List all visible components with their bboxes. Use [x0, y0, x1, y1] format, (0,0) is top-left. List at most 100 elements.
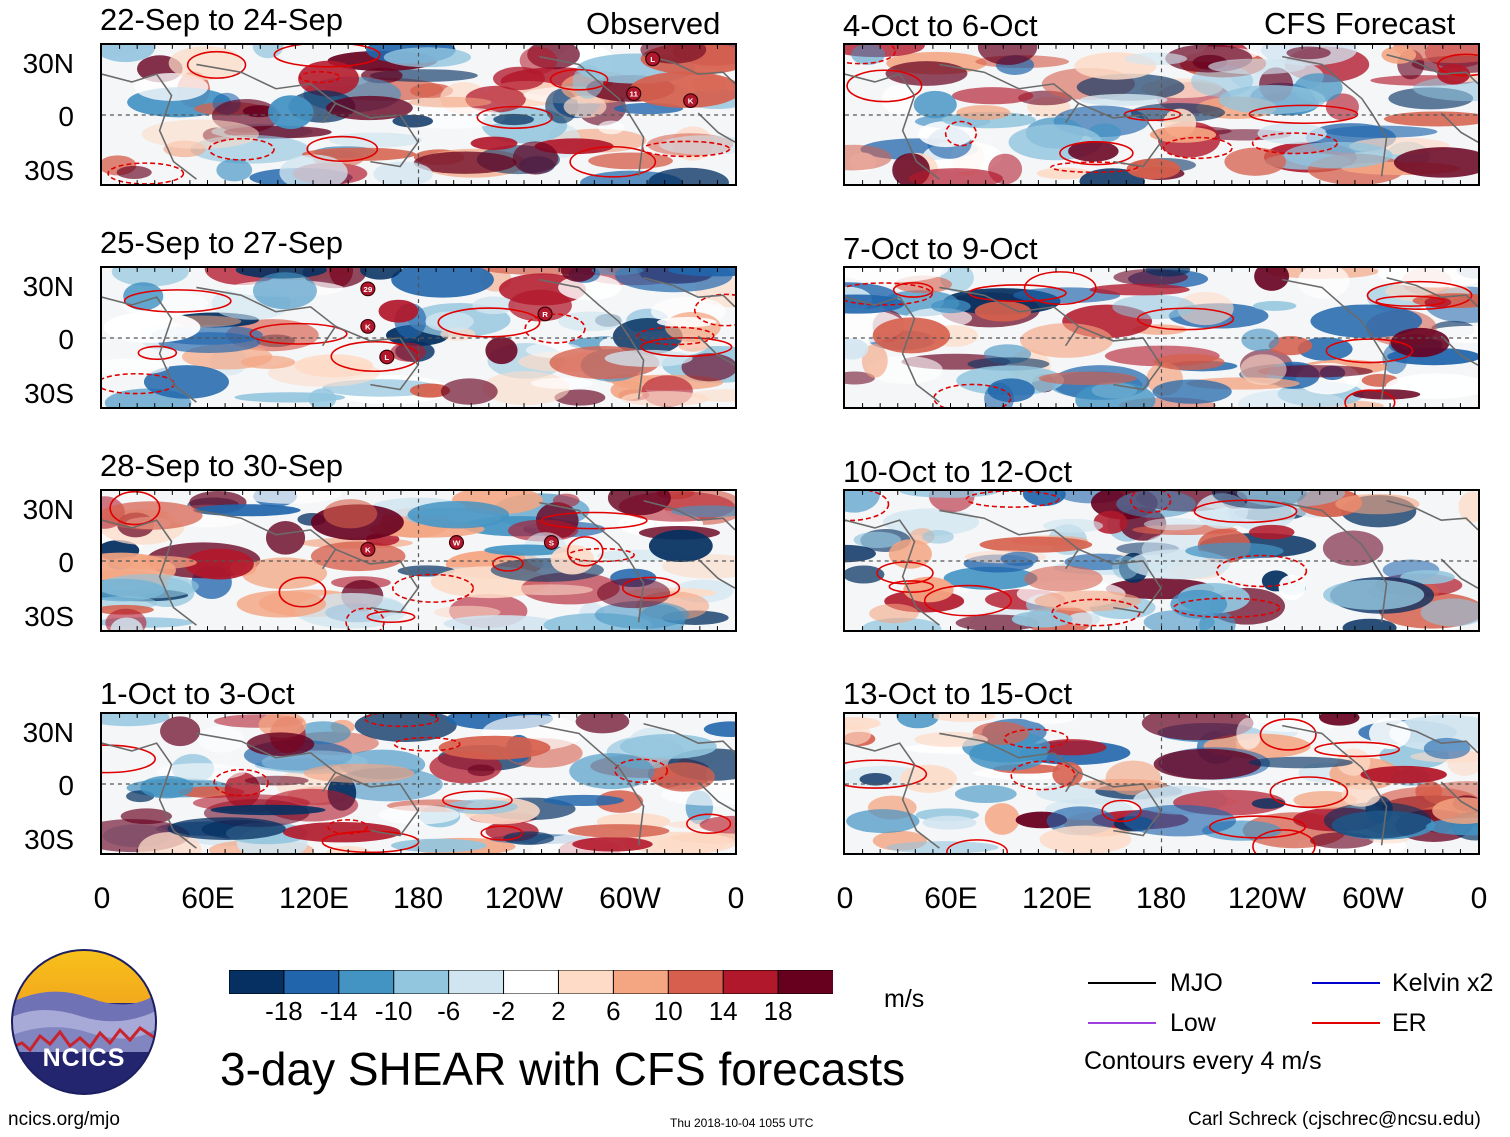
- shear-blob: [648, 529, 713, 563]
- legend-line-er: [1312, 1022, 1380, 1024]
- shear-blob: [123, 282, 164, 311]
- er-contour: [1193, 499, 1298, 524]
- shear-blob: [1238, 389, 1346, 407]
- lon-right-0: 0: [836, 882, 854, 915]
- shear-blob: [703, 721, 735, 737]
- shear-blob: [252, 272, 317, 310]
- shear-blob: [1152, 379, 1232, 404]
- shear-blob: [1034, 590, 1142, 612]
- er-contour: [442, 790, 513, 810]
- shear-blob: [974, 301, 1032, 322]
- coastline: [643, 53, 735, 85]
- shear-blob: [913, 90, 957, 119]
- ncics-logo: NCICS: [10, 948, 158, 1096]
- shear-blob: [1240, 354, 1287, 385]
- shear-blob: [1022, 714, 1079, 724]
- colorbar: [228, 969, 835, 995]
- er-contour: [845, 759, 928, 789]
- lat-30s-p1: 30S: [24, 155, 74, 186]
- shear-blob: [298, 60, 359, 97]
- storm-marker: [448, 535, 465, 550]
- coastline: [1282, 501, 1388, 623]
- er-contour: [1325, 338, 1414, 364]
- shear-blob: [116, 165, 152, 179]
- shear-blob: [241, 557, 328, 590]
- shear-blob: [438, 735, 551, 760]
- coastline: [845, 296, 940, 403]
- shear-blob: [845, 491, 880, 513]
- shear-blob: [596, 577, 671, 609]
- shear-blob: [607, 491, 671, 516]
- shear-blob: [845, 144, 892, 171]
- er-contour: [892, 282, 934, 298]
- shear-blob: [1185, 542, 1284, 560]
- shear-blob: [378, 299, 419, 323]
- shear-blob: [1252, 300, 1297, 311]
- colorbar-swatches: [228, 969, 835, 995]
- storm-label: L: [384, 353, 389, 362]
- shear-blob: [1400, 570, 1455, 585]
- shear-blob: [167, 817, 286, 840]
- legend-label-mjo: MJO: [1170, 969, 1223, 997]
- shear-blob: [604, 349, 693, 367]
- shear-blob: [1322, 530, 1384, 566]
- colorbar-tick-label: 2: [551, 996, 566, 1026]
- shear-blob: [979, 536, 1093, 553]
- lon-left-120w: 120W: [484, 882, 564, 915]
- lon-left-60e: 60E: [181, 882, 235, 915]
- shear-blob: [359, 268, 401, 280]
- er-contour: [299, 70, 341, 84]
- er-contour: [1023, 271, 1097, 306]
- er-contour: [1269, 776, 1349, 809]
- map-left-4: [100, 712, 737, 855]
- er-contour: [480, 825, 524, 841]
- shear-blob: [390, 342, 426, 362]
- er-contour: [1059, 141, 1134, 166]
- shear-blob: [623, 831, 735, 853]
- legend-label-low: Low: [1170, 1009, 1216, 1037]
- shear-blob: [1011, 610, 1073, 628]
- shear-field-left-3: KW S: [102, 491, 735, 630]
- shear-blob: [258, 714, 307, 738]
- colorbar-swatch: [393, 969, 450, 995]
- colorbar-swatch: [283, 969, 340, 995]
- lat-30s-p4: 30S: [24, 824, 74, 855]
- footer-url[interactable]: ncics.org/mjo: [8, 1109, 120, 1130]
- shear-blob: [236, 590, 327, 618]
- shear-blob: [1224, 147, 1287, 176]
- shear-blob: [681, 353, 735, 382]
- shear-blob: [244, 775, 309, 786]
- shear-blob: [922, 815, 977, 830]
- shear-blob: [103, 311, 201, 343]
- shear-blob: [1067, 612, 1101, 627]
- shear-blob: [1251, 798, 1286, 809]
- er-contour: [1173, 597, 1281, 619]
- colorbar-swatch: [777, 969, 835, 995]
- coastline: [102, 742, 197, 849]
- shear-blob: [543, 794, 624, 806]
- lat-30n-p2: 30N: [22, 271, 74, 302]
- map-left-2: 29 K L R: [100, 266, 737, 409]
- shear-blob: [922, 529, 954, 544]
- shear-blob: [465, 85, 526, 113]
- shear-blob: [303, 763, 415, 783]
- shear-blob: [328, 132, 423, 148]
- er-contour: [540, 511, 648, 530]
- coastline: [1386, 499, 1478, 531]
- shear-blob: [1368, 717, 1411, 750]
- storm-label: K: [365, 545, 371, 554]
- colorbar-swatch: [612, 969, 670, 995]
- shear-blob: [1241, 328, 1280, 352]
- shear-blob: [1423, 737, 1471, 760]
- legend-label-er: ER: [1392, 1009, 1427, 1037]
- shear-blob: [1022, 491, 1066, 507]
- shear-blob: [102, 574, 199, 599]
- colorbar-swatch: [667, 969, 725, 995]
- shear-blob: [1393, 45, 1478, 64]
- shear-blob: [575, 714, 630, 734]
- er-contour: [278, 576, 327, 608]
- shear-blob: [954, 784, 1017, 804]
- lat-0-p3: 0: [58, 547, 74, 578]
- shear-blob: [279, 154, 348, 184]
- storm-marker: [537, 306, 553, 322]
